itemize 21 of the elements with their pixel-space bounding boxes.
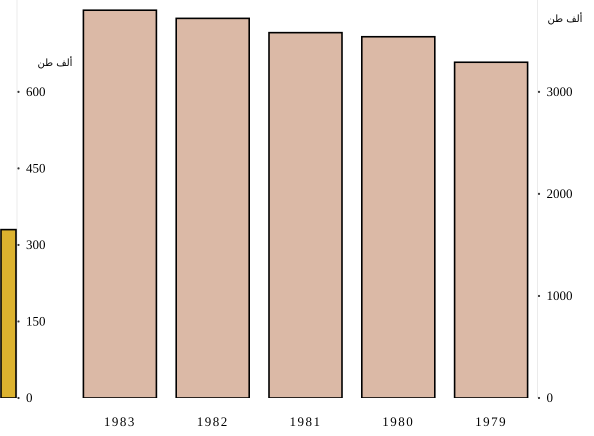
x-tick-label: 1980 [382,414,414,429]
y-tick-label: 450 [26,160,46,176]
bar [454,61,528,398]
y-axis-title: ألف طن [548,12,583,25]
y-tick-label: 0 [546,390,553,405]
x-tick-label: 1981 [290,414,322,429]
x-tick-label: 1982 [196,414,229,429]
y-tick-label: 3000 [546,84,572,99]
bar [82,9,158,398]
y-tick-label: 300 [26,236,46,252]
x-tick-label: 1979 [475,414,508,429]
y-tick-label: 0 [26,390,32,405]
y-tick-label: 600 [26,84,46,99]
bar [268,32,343,398]
y-tick-label: 1000 [546,288,572,303]
y-axis-title: ألف طن [38,56,73,69]
y-tick-label: 150 [26,313,46,328]
x-tick-label: 1983 [104,414,136,429]
bar [361,36,436,398]
bar [175,18,250,398]
y-tick-label: 2000 [546,186,572,201]
